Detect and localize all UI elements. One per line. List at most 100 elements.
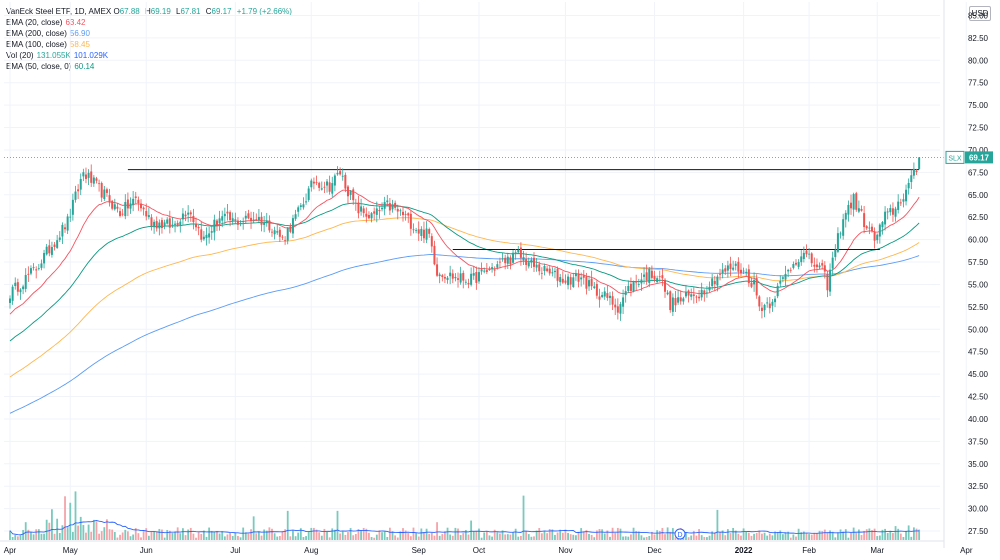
candle-body bbox=[886, 211, 889, 213]
candle bbox=[166, 217, 169, 225]
legend-ema200-row[interactable]: EMA (200, close) 56.90 bbox=[6, 28, 292, 39]
candle bbox=[35, 266, 38, 279]
candle-body bbox=[370, 213, 373, 219]
candle bbox=[865, 225, 868, 231]
volume-bar bbox=[318, 532, 321, 540]
volume-bar bbox=[698, 529, 700, 540]
volume-bar bbox=[357, 529, 360, 540]
volume-bar bbox=[784, 532, 787, 540]
candle-body bbox=[687, 290, 690, 296]
dividend-marker-circle bbox=[674, 528, 686, 540]
candle bbox=[69, 208, 72, 222]
legend-ema20-row[interactable]: EMA (20, close) 63.42 bbox=[6, 17, 292, 28]
candle bbox=[564, 274, 567, 285]
candle bbox=[766, 297, 769, 308]
dividend-marker[interactable]: D bbox=[674, 528, 686, 540]
volume-bar bbox=[137, 533, 140, 540]
candle-body bbox=[467, 282, 470, 285]
volume-bar bbox=[74, 491, 77, 540]
candle-body bbox=[692, 294, 695, 297]
candle bbox=[181, 208, 184, 226]
volume-bar bbox=[823, 529, 826, 540]
volume-bar bbox=[653, 534, 656, 540]
candle bbox=[155, 216, 158, 232]
candle-body bbox=[215, 220, 218, 226]
candle-body bbox=[459, 273, 462, 283]
candle bbox=[519, 242, 522, 266]
candle bbox=[244, 211, 247, 224]
volume-bar bbox=[616, 527, 619, 540]
volume-bar bbox=[446, 527, 449, 540]
legend-ema100-row[interactable]: EMA (100, close) 58.45 bbox=[6, 39, 292, 50]
candle bbox=[341, 168, 344, 181]
candle bbox=[716, 274, 719, 292]
candle-body bbox=[713, 280, 716, 285]
candle-body bbox=[779, 280, 782, 284]
candle bbox=[281, 234, 284, 240]
candle bbox=[464, 279, 467, 285]
candle-body bbox=[831, 257, 834, 269]
candle-body bbox=[726, 265, 729, 271]
volume-bar bbox=[881, 529, 884, 540]
candle bbox=[543, 263, 546, 276]
candle bbox=[45, 243, 48, 256]
volume-bar bbox=[289, 536, 292, 540]
volume-bar bbox=[129, 536, 132, 540]
candle bbox=[603, 287, 606, 300]
candle bbox=[889, 204, 892, 216]
volume-bar bbox=[433, 535, 436, 540]
candle bbox=[100, 181, 103, 202]
candle-body bbox=[95, 178, 98, 181]
y-tick-label: 82.50 bbox=[968, 34, 989, 43]
candle bbox=[174, 220, 177, 233]
candle bbox=[140, 199, 142, 212]
candle-body bbox=[69, 216, 72, 218]
candle-body bbox=[396, 208, 399, 212]
volume-bar bbox=[134, 528, 137, 540]
legend-ema50-row[interactable]: EMA (50, close, 0) 60.14 bbox=[6, 61, 292, 72]
candle-body bbox=[540, 272, 543, 274]
candle-body bbox=[815, 264, 818, 268]
candle-body bbox=[239, 222, 242, 224]
volume-bar bbox=[724, 535, 727, 540]
volume-bar bbox=[716, 509, 719, 540]
currency-button[interactable]: USD bbox=[969, 6, 991, 21]
volume-bar bbox=[237, 535, 239, 540]
candle-body bbox=[231, 218, 234, 221]
candle-body bbox=[74, 191, 77, 200]
volume-bar bbox=[813, 532, 816, 540]
candle bbox=[231, 212, 234, 225]
candle bbox=[561, 271, 564, 284]
volume-bar bbox=[454, 527, 457, 540]
volume-value: 131.055K bbox=[36, 51, 71, 60]
candle-body bbox=[564, 280, 567, 283]
candle bbox=[525, 252, 528, 271]
volume-bar bbox=[103, 527, 106, 540]
candle bbox=[129, 197, 132, 214]
candle-body bbox=[124, 201, 127, 217]
volume-bar bbox=[449, 534, 452, 540]
legend-volume-row[interactable]: Vol (20) 131.055K 101.029K bbox=[6, 50, 292, 61]
volume-bar bbox=[774, 531, 776, 540]
candle-body bbox=[661, 275, 664, 279]
candle bbox=[213, 214, 216, 241]
candle-body bbox=[493, 269, 496, 271]
candle bbox=[443, 273, 446, 283]
candle-body bbox=[331, 183, 334, 194]
ohlc-low-label: L bbox=[176, 7, 181, 16]
candle bbox=[187, 205, 190, 223]
candle bbox=[430, 233, 433, 253]
candle-body bbox=[488, 269, 491, 271]
x-tick-label: 2022 bbox=[735, 546, 753, 555]
candle bbox=[236, 217, 239, 231]
candle bbox=[428, 227, 431, 238]
candle bbox=[179, 218, 182, 233]
volume-bar bbox=[43, 533, 45, 540]
candle-body bbox=[276, 231, 279, 233]
volume-bar bbox=[582, 531, 585, 540]
volume-bar bbox=[543, 530, 546, 540]
candle-body bbox=[391, 205, 394, 210]
candle-body bbox=[436, 264, 439, 276]
candle bbox=[229, 210, 232, 227]
